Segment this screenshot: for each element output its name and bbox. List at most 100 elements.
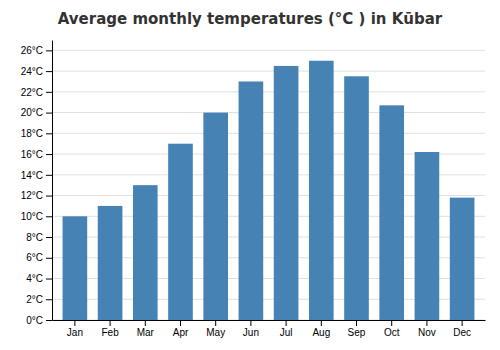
x-tick-mark <box>462 320 463 326</box>
y-tick-label: 6°C <box>26 252 43 263</box>
y-tick: 20°C <box>21 107 52 118</box>
y-tick-label: 8°C <box>26 232 43 243</box>
y-tick-label: 2°C <box>26 294 43 305</box>
bars <box>63 61 475 320</box>
y-tick-label: 0°C <box>26 315 43 326</box>
y-axis-line <box>52 41 53 321</box>
x-tick: Jan <box>67 320 83 338</box>
y-tick-label: 14°C <box>21 170 43 181</box>
x-tick-mark <box>110 320 111 326</box>
x-tick-mark <box>74 320 75 326</box>
x-tick-label: Feb <box>101 327 119 338</box>
x-tick-label: Aug <box>312 327 330 338</box>
x-tick-label: Sep <box>348 327 366 338</box>
y-tick-label: 22°C <box>21 87 43 98</box>
x-tick-label: Oct <box>384 327 400 338</box>
y-tick-mark <box>46 320 52 321</box>
x-tick: Mar <box>137 320 155 338</box>
bar <box>450 198 475 320</box>
grid-line <box>52 112 485 113</box>
x-tick-label: May <box>206 327 225 338</box>
y-tick-mark <box>46 237 52 238</box>
y-tick-label: 12°C <box>21 190 43 201</box>
y-tick: 0°C <box>26 315 52 326</box>
y-tick: 6°C <box>26 252 52 263</box>
y-tick-mark <box>46 113 52 114</box>
y-tick-label: 4°C <box>26 273 43 284</box>
x-tick-label: Apr <box>173 327 189 338</box>
bar <box>133 185 158 320</box>
x-tick-label: Jun <box>243 327 259 338</box>
x-axis: Jan Feb Mar Apr May Jun Jul Aug Sep Oct Nov Dec <box>53 320 486 338</box>
x-tick: Nov <box>418 320 436 338</box>
x-tick-mark <box>286 320 287 326</box>
x-tick: Dec <box>453 320 471 338</box>
y-tick-label: 24°C <box>21 66 43 77</box>
y-tick: 16°C <box>21 149 52 160</box>
x-tick: May <box>206 320 225 338</box>
y-tick-mark <box>46 154 52 155</box>
y-tick-mark <box>46 175 52 176</box>
bar <box>203 113 228 320</box>
y-tick-mark <box>46 279 52 280</box>
y-tick-mark <box>46 92 52 93</box>
x-tick-mark <box>321 320 322 326</box>
grid <box>52 50 485 320</box>
y-tick-label: 10°C <box>21 211 43 222</box>
x-tick-label: Jul <box>280 327 293 338</box>
title: Average monthly temperatures (°C ) in Kū… <box>58 10 443 28</box>
y-tick-mark <box>46 50 52 51</box>
x-axis-line <box>53 320 486 321</box>
x-tick-label: Nov <box>418 327 436 338</box>
x-tick-mark <box>426 320 427 326</box>
x-tick-mark <box>145 320 146 326</box>
x-tick-mark <box>356 320 357 326</box>
bar <box>344 76 369 320</box>
x-tick: Feb <box>101 320 119 338</box>
y-tick-label: 16°C <box>21 149 43 160</box>
bar <box>98 206 123 320</box>
x-tick-label: Jan <box>67 327 83 338</box>
grid-line <box>52 133 485 134</box>
x-tick: Sep <box>348 320 366 338</box>
x-tick-mark <box>391 320 392 326</box>
x-tick-label: Dec <box>453 327 471 338</box>
x-tick-mark <box>250 320 251 326</box>
y-tick: 22°C <box>21 87 52 98</box>
grid-line <box>52 71 485 72</box>
y-tick-mark <box>46 258 52 259</box>
y-tick: 8°C <box>26 232 52 243</box>
y-tick-mark <box>46 299 52 300</box>
x-tick: Oct <box>384 320 400 338</box>
y-tick-mark <box>46 196 52 197</box>
x-tick-mark <box>180 320 181 326</box>
y-tick: 18°C <box>21 128 52 139</box>
plot: 0°C 2°C 4°C 6°C 8°C 10°C 12°C 14°C 16°C 18°C 20°C 2… <box>21 41 486 339</box>
bar <box>63 216 88 320</box>
chart: 0°C 2°C 4°C 6°C 8°C 10°C 12°C 14°C 16°C 18°C 20°C 2… <box>0 0 500 350</box>
bar <box>379 105 404 320</box>
y-tick: 12°C <box>21 190 52 201</box>
y-axis: 0°C 2°C 4°C 6°C 8°C 10°C 12°C 14°C 16°C 18°C 20°C 2… <box>21 41 53 326</box>
y-tick-label: 20°C <box>21 107 43 118</box>
x-tick-label: Mar <box>137 327 155 338</box>
y-tick: 4°C <box>26 273 52 284</box>
y-tick: 24°C <box>21 66 52 77</box>
y-tick-mark <box>46 71 52 72</box>
x-tick: Aug <box>312 320 330 338</box>
y-tick: 26°C <box>21 45 52 56</box>
x-tick: Jun <box>243 320 259 338</box>
y-tick-mark <box>46 133 52 134</box>
grid-line <box>52 91 485 92</box>
x-tick: Apr <box>173 320 189 338</box>
y-tick-label: 26°C <box>21 45 43 56</box>
bar <box>168 144 193 320</box>
grid-line <box>52 50 485 51</box>
bar <box>239 81 264 320</box>
bar <box>415 152 440 320</box>
y-tick-mark <box>46 216 52 217</box>
y-tick: 2°C <box>26 294 52 305</box>
bar <box>309 61 334 320</box>
y-tick-label: 18°C <box>21 128 43 139</box>
x-tick-mark <box>215 320 216 326</box>
